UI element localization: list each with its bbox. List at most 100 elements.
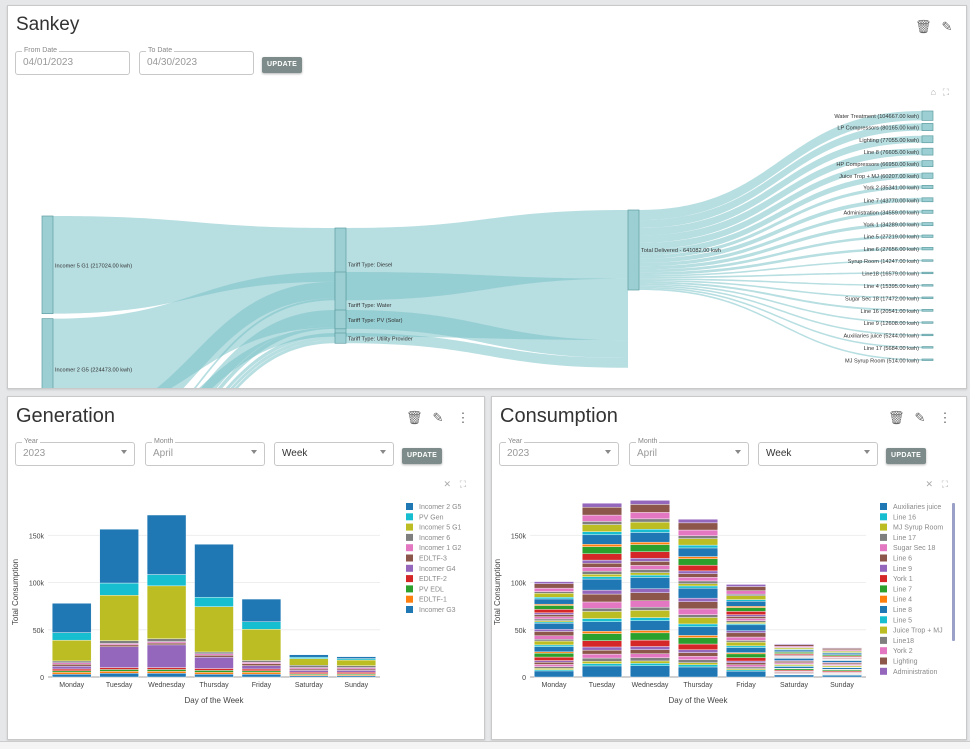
legend-entry[interactable]: EDLTF-1 — [419, 597, 447, 604]
legend-scrollbar[interactable] — [952, 503, 955, 641]
bar-segment — [289, 668, 328, 669]
legend-entry[interactable]: Juice Trop + MJ — [893, 628, 943, 635]
bar-segment — [582, 664, 621, 666]
legend-entry[interactable]: Incomer G4 — [419, 566, 456, 573]
x-tick-label: Monday — [59, 682, 84, 689]
bar-segment — [582, 535, 621, 544]
bar-segment — [289, 657, 328, 658]
bar-segment — [726, 631, 765, 633]
reset-axes-icon[interactable]: ⛶ — [942, 479, 948, 490]
bar-segment — [726, 637, 765, 640]
bar-segment — [630, 565, 669, 569]
cons-month-label: Month — [636, 437, 659, 446]
bar-segment — [147, 671, 186, 673]
cons-period-select[interactable]: Week — [758, 442, 878, 466]
bar-segment — [100, 673, 139, 677]
legend-entry[interactable]: Incomer 1 G2 — [419, 545, 462, 552]
legend-entry[interactable]: Line 6 — [893, 556, 912, 563]
legend-entry[interactable]: PV EDL — [419, 586, 444, 593]
legend-entry[interactable]: Line 5 — [893, 617, 912, 624]
legend-swatch — [406, 513, 413, 520]
sankey-tariff-node — [335, 333, 346, 343]
bar-segment — [678, 586, 717, 588]
legend-swatch — [406, 555, 413, 562]
cons-year-select[interactable]: Year 2023 — [499, 442, 619, 466]
from-date-field[interactable]: From Date 04/01/2023 — [15, 51, 130, 75]
bar-segment — [534, 593, 573, 597]
legend-entry[interactable]: PV Gen — [419, 514, 444, 521]
cons-update-button[interactable]: UPDATE — [886, 448, 926, 464]
bar-segment — [242, 669, 281, 671]
legend-entry[interactable]: Lighting — [893, 659, 918, 666]
consumption-card: Consumption 🗑 ✎ ⋮ Year 2023 Month April … — [491, 396, 967, 740]
edit-pencil-icon[interactable]: ✎ — [913, 411, 927, 425]
legend-entry[interactable]: Line 9 — [893, 566, 912, 573]
legend-entry[interactable]: Line18 — [893, 638, 914, 645]
sankey-consumer-label: Line 8 (76605.00 kwh) — [864, 150, 919, 156]
bar-segment — [582, 666, 621, 677]
legend-entry[interactable]: Auxiliaries juice — [893, 504, 941, 511]
bar-segment — [630, 650, 669, 654]
bar-segment — [774, 648, 813, 649]
legend-entry[interactable]: Incomer 5 G1 — [419, 525, 462, 532]
legend-entry[interactable]: Sugar Sec 18 — [893, 545, 936, 552]
cons-month-value: April — [637, 448, 657, 459]
x-tick-label: Saturday — [780, 682, 809, 689]
bar-segment — [630, 610, 669, 617]
legend-entry[interactable]: Incomer 2 G5 — [419, 504, 462, 511]
bar-segment — [534, 623, 573, 629]
more-vert-icon[interactable]: ⋮ — [456, 411, 470, 425]
reset-axes-icon[interactable]: ⛶ — [460, 479, 466, 490]
legend-entry[interactable]: Line 8 — [893, 607, 912, 614]
legend-entry[interactable]: Incomer 6 — [419, 535, 450, 542]
cons-month-select[interactable]: Month April — [629, 442, 749, 466]
legend-entry[interactable]: York 2 — [893, 648, 913, 655]
bar-segment — [52, 663, 91, 664]
bar-segment — [630, 661, 669, 663]
y-tick-label: 0 — [522, 675, 526, 682]
bar-segment — [534, 617, 573, 619]
delete-icon[interactable]: 🗑 — [406, 411, 420, 425]
legend-entry[interactable]: Administration — [893, 669, 937, 676]
legend-entry[interactable]: EDLTF-2 — [419, 576, 447, 583]
sankey-tariff-label: Tariff Type: PV (Solar) — [348, 318, 403, 324]
bar-segment — [726, 640, 765, 642]
sankey-update-button[interactable]: UPDATE — [262, 57, 302, 73]
zoom-out-icon[interactable]: ✕ — [443, 479, 451, 490]
bar-segment — [337, 659, 376, 660]
legend-entry[interactable]: Line 16 — [893, 514, 916, 521]
bar-segment — [582, 554, 621, 560]
legend-entry[interactable]: Line 17 — [893, 535, 916, 542]
legend-entry[interactable]: MJ Syrup Room — [893, 525, 943, 532]
edit-pencil-icon[interactable]: ✎ — [940, 20, 954, 34]
y-tick-label: 50k — [515, 628, 527, 635]
to-date-label: To Date — [146, 46, 174, 55]
gen-period-select[interactable]: Week — [274, 442, 394, 466]
legend-entry[interactable]: EDLTF-3 — [419, 556, 447, 563]
delete-icon[interactable]: 🗑 — [915, 20, 929, 34]
legend-entry[interactable]: Line 4 — [893, 597, 912, 604]
bar-segment — [822, 675, 861, 677]
sankey-consumer-label: Line 16 (20541.00 kwh) — [861, 309, 920, 315]
legend-entry[interactable]: York 1 — [893, 576, 913, 583]
bar-segment — [726, 600, 765, 602]
to-date-field[interactable]: To Date 04/30/2023 — [139, 51, 254, 75]
delete-icon[interactable]: 🗑 — [888, 411, 902, 425]
bar-segment — [534, 615, 573, 617]
edit-pencil-icon[interactable]: ✎ — [431, 411, 445, 425]
bar-segment — [726, 621, 765, 623]
bar-segment — [582, 654, 621, 658]
zoom-out-icon[interactable]: ✕ — [925, 479, 933, 490]
legend-entry[interactable]: Incomer G3 — [419, 607, 456, 614]
bar-segment — [630, 533, 669, 543]
more-vert-icon[interactable]: ⋮ — [938, 411, 952, 425]
bar-segment — [100, 529, 139, 583]
bar-segment — [52, 661, 91, 663]
bar-segment — [726, 665, 765, 667]
gen-year-select[interactable]: Year 2023 — [15, 442, 135, 466]
gen-month-select[interactable]: Month April — [145, 442, 265, 466]
bar-segment — [52, 633, 91, 641]
gen-update-button[interactable]: UPDATE — [402, 448, 442, 464]
bar-segment — [242, 660, 281, 662]
legend-entry[interactable]: Line 7 — [893, 586, 912, 593]
